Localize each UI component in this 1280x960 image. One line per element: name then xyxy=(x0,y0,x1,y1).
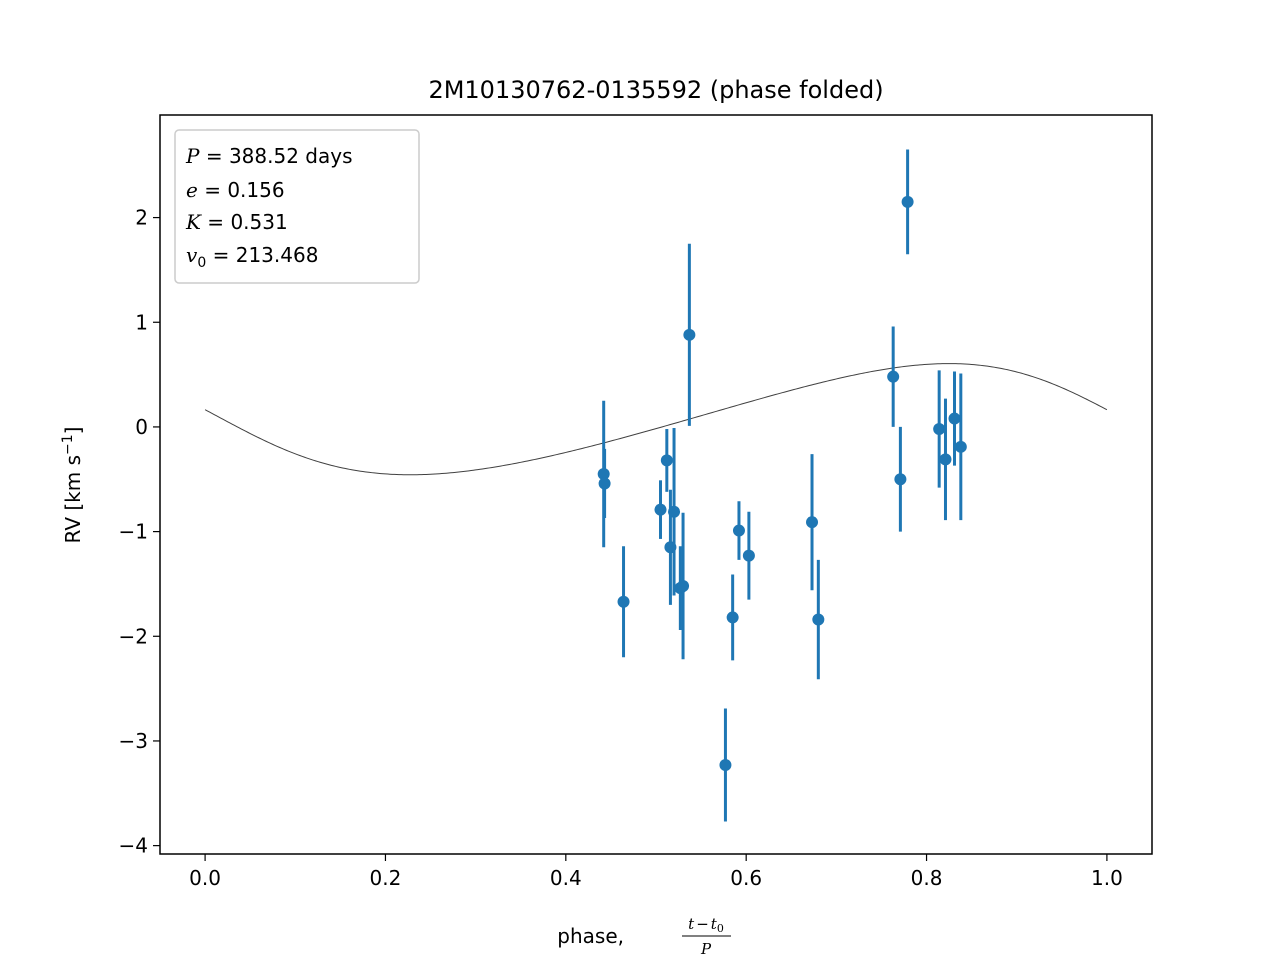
data-marker xyxy=(668,505,681,518)
x-axis-label: phase, t − t0 P xyxy=(557,915,731,958)
annotation-eccentricity-eq: = xyxy=(198,178,227,202)
data-marker xyxy=(654,503,667,516)
data-marker xyxy=(617,595,630,608)
annotation-systemic-velocity-value: 213.468 xyxy=(236,243,319,267)
data-point xyxy=(954,373,967,521)
annotation-systemic-velocity-sub: 0 xyxy=(197,255,206,271)
x-axis-label-num-t0: t xyxy=(711,915,718,933)
axes-frame xyxy=(159,114,1153,855)
x-tick-label: 0.0 xyxy=(189,866,221,890)
annotation-amplitude: K = 0.531 xyxy=(185,210,288,234)
annotation-amplitude-eq: = xyxy=(201,210,230,234)
data-point xyxy=(939,398,952,521)
data-point xyxy=(948,371,961,466)
data-point xyxy=(732,501,745,560)
data-marker xyxy=(812,613,825,626)
y-axis-label-close: ] xyxy=(61,427,85,435)
data-point xyxy=(812,559,825,680)
annotation-period-eq: = xyxy=(199,144,228,168)
data-marker xyxy=(939,453,952,466)
plot-area xyxy=(204,149,1108,822)
data-point xyxy=(726,574,739,661)
data-marker xyxy=(683,328,696,341)
data-marker xyxy=(742,549,755,562)
x-axis-label-num-sub: 0 xyxy=(717,922,724,935)
y-axis-label-main: RV [km s xyxy=(61,455,85,544)
data-point xyxy=(598,448,611,518)
data-marker xyxy=(726,611,739,624)
annotation-amplitude-var: K xyxy=(185,210,202,234)
data-marker xyxy=(677,580,690,593)
annotation-eccentricity: e = 0.156 xyxy=(186,178,285,202)
x-tick-label: 0.6 xyxy=(730,866,762,890)
x-axis-label-denominator: P xyxy=(700,940,712,958)
x-tick-label: 0.8 xyxy=(911,866,943,890)
data-marker xyxy=(887,370,900,383)
data-point xyxy=(660,429,673,492)
data-marker xyxy=(732,524,745,537)
annotation-amplitude-value: 0.531 xyxy=(230,210,287,234)
x-tick-label: 0.4 xyxy=(550,866,582,890)
y-tick-label: −3 xyxy=(119,729,148,753)
y-axis-label: RV [km s−1] xyxy=(60,427,85,544)
x-axis-label-prefix: phase, xyxy=(557,924,624,948)
annotation-eccentricity-var: e xyxy=(186,178,198,202)
data-marker xyxy=(901,195,914,208)
data-point xyxy=(901,149,914,255)
data-marker xyxy=(894,473,907,486)
annotation-period: P = 388.52 days xyxy=(185,144,353,168)
y-tick-label: 2 xyxy=(135,206,148,230)
x-axis-label-num-t: t xyxy=(688,915,695,933)
annotation-systemic-velocity: v0 = 213.468 xyxy=(186,243,318,271)
data-marker xyxy=(660,454,673,467)
y-tick-label: −4 xyxy=(119,834,148,858)
y-tick-label: 1 xyxy=(135,310,148,334)
data-point xyxy=(806,454,819,591)
data-point xyxy=(677,512,690,660)
data-point xyxy=(654,480,667,539)
data-point xyxy=(894,426,907,532)
x-axis-label-num-minus: − xyxy=(696,915,709,933)
data-point xyxy=(742,511,755,600)
x-axis-label-numerator: t − t0 xyxy=(688,915,724,935)
y-tick-label: −2 xyxy=(119,624,148,648)
y-tick-label: 0 xyxy=(135,415,148,439)
annotation-period-var: P xyxy=(185,144,200,168)
data-marker xyxy=(719,759,732,772)
annotation-eccentricity-value: 0.156 xyxy=(227,178,284,202)
annotation-systemic-velocity-var: v xyxy=(186,243,198,267)
data-marker xyxy=(954,440,967,453)
model-curve xyxy=(204,363,1108,476)
annotation-systemic-velocity-eq: = xyxy=(206,243,235,267)
data-point xyxy=(668,427,681,596)
y-tick-label: −1 xyxy=(119,520,148,544)
data-point xyxy=(683,243,696,426)
annotation-period-value: 388.52 days xyxy=(229,144,353,168)
x-tick-label: 0.2 xyxy=(370,866,402,890)
chart-title: 2M10130762-0135592 (phase folded) xyxy=(428,76,883,104)
data-marker xyxy=(933,423,946,436)
data-point xyxy=(887,326,900,427)
data-point xyxy=(617,546,630,658)
annotation-frame xyxy=(174,129,420,284)
data-marker xyxy=(598,477,611,490)
annotation-box: P = 388.52 days e = 0.156 K = 0.531 v0 =… xyxy=(174,129,420,284)
axes: 0.0 0.2 0.4 0.6 0.8 1.0 −4 −3 −2 −1 0 1 2 xyxy=(119,206,1123,890)
data-point xyxy=(933,370,946,488)
data-marker xyxy=(948,412,961,425)
data-marker xyxy=(806,516,819,529)
x-tick-label: 1.0 xyxy=(1091,866,1123,890)
y-axis-label-sup: −1 xyxy=(60,434,76,455)
data-point xyxy=(719,708,732,822)
